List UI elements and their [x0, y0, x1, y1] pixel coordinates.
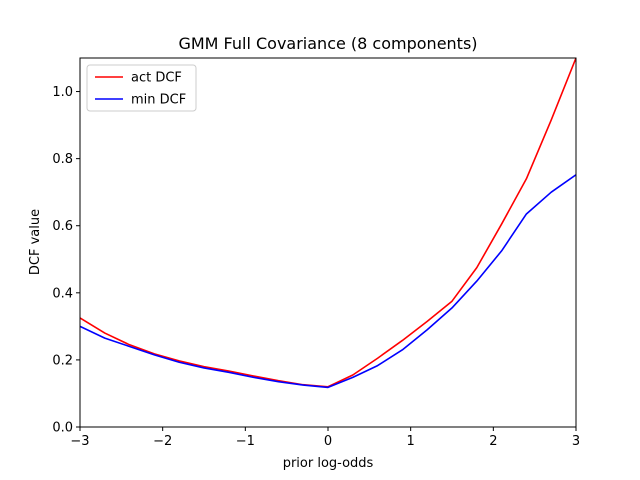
y-tick-label: 0.6 [52, 219, 73, 234]
series-layer [80, 58, 576, 389]
legend-label: min DCF [131, 93, 186, 108]
x-tick-label: 2 [489, 434, 497, 449]
ticks-layer: −3 −2 −1 0 1 2 3 0.0 0.2 0.4 0.6 0.8 1.0 [52, 85, 580, 449]
x-axis-label: prior log-odds [283, 456, 374, 471]
y-tick-label: 0.4 [52, 286, 73, 301]
legend-label: act DCF [131, 71, 182, 86]
x-tick-label: −2 [153, 434, 172, 449]
series-line-min-dcf [80, 174, 576, 389]
legend: act DCF min DCF [86, 64, 197, 112]
y-tick-label: 1.0 [52, 85, 73, 100]
x-tick-label: 0 [324, 434, 332, 449]
y-tick-label: 0.8 [52, 152, 73, 167]
x-tick-label: −3 [70, 434, 89, 449]
x-tick-label: −1 [236, 434, 255, 449]
chart-title: GMM Full Covariance (8 components) [178, 34, 477, 53]
x-tick-label: 1 [407, 434, 415, 449]
x-tick-label: 3 [572, 434, 580, 449]
y-tick-label: 0.0 [52, 421, 73, 436]
y-tick-label: 0.2 [52, 353, 73, 368]
y-axis-label: DCF value [28, 209, 43, 275]
